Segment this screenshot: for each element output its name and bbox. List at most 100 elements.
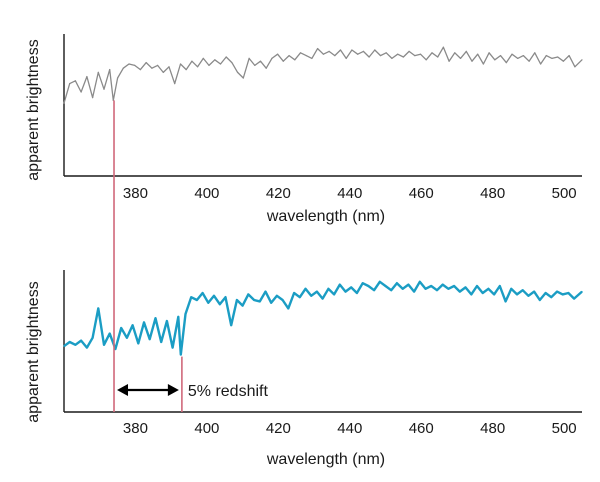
data-point: [74, 344, 76, 346]
data-point: [540, 63, 542, 65]
data-point: [168, 66, 170, 68]
data-point: [464, 286, 467, 288]
data-point: [208, 64, 210, 66]
data-point: [282, 299, 284, 301]
x-tick-label: 480: [480, 420, 505, 437]
data-point: [69, 341, 71, 343]
data-point: [154, 317, 157, 319]
data-point: [413, 291, 415, 293]
data-point: [253, 299, 255, 301]
data-point: [545, 55, 547, 57]
data-point: [174, 83, 176, 85]
data-point: [470, 293, 472, 295]
x-tick-label: 440: [337, 185, 362, 202]
data-point: [390, 289, 392, 291]
data-point: [219, 63, 222, 65]
data-point: [527, 295, 530, 297]
data-point: [562, 293, 564, 295]
redshift-annotation: 5% redshift: [117, 383, 268, 400]
x-tick-labels: 380 400 420 440 460 480 500: [123, 420, 577, 437]
x-tick-label: 400: [194, 185, 219, 202]
data-point: [368, 56, 370, 58]
data-point: [122, 67, 124, 69]
data-point: [237, 71, 239, 73]
data-point: [327, 288, 329, 290]
data-point: [402, 56, 404, 58]
data-point: [573, 298, 575, 300]
x-tick-label: 500: [552, 420, 577, 437]
data-point: [117, 77, 119, 79]
x-tick-label: 460: [409, 185, 434, 202]
data-point: [74, 80, 76, 82]
x-tick-label: 400: [194, 420, 219, 437]
data-point: [373, 289, 375, 291]
data-point: [534, 52, 536, 54]
data-point: [505, 62, 507, 64]
x-axis-label: wavelength (nm): [266, 208, 385, 225]
data-point: [103, 344, 105, 346]
data-point: [86, 347, 88, 349]
data-point: [402, 288, 404, 290]
data-point: [270, 302, 272, 304]
data-point: [288, 55, 290, 57]
data-point: [214, 59, 216, 61]
data-point: [442, 284, 444, 286]
data-point: [447, 288, 449, 290]
data-point: [379, 55, 382, 57]
data-point: [419, 281, 421, 283]
data-point: [242, 77, 244, 79]
data-point: [97, 71, 99, 73]
data-point: [424, 288, 427, 290]
data-point: [522, 289, 524, 291]
data-point: [350, 286, 352, 288]
data-point: [109, 69, 111, 71]
data-point: [322, 298, 324, 300]
x-tick-label: 460: [409, 420, 434, 437]
data-point: [259, 300, 261, 302]
data-point: [151, 67, 153, 69]
data-point: [139, 69, 141, 71]
data-point: [276, 295, 278, 297]
data-point: [293, 292, 295, 294]
data-point: [362, 282, 364, 284]
data-point: [334, 55, 336, 57]
x-axis-label: wavelength (nm): [266, 451, 385, 468]
data-point: [430, 285, 432, 287]
data-point: [247, 293, 249, 295]
data-point: [265, 67, 267, 69]
data-point: [197, 66, 199, 68]
data-point: [351, 49, 353, 51]
data-point: [179, 63, 182, 65]
data-point: [322, 53, 324, 55]
data-point: [397, 53, 399, 55]
x-tick-label: 440: [337, 420, 362, 437]
data-point: [499, 285, 501, 287]
data-point: [493, 293, 495, 295]
data-point: [63, 102, 65, 104]
data-point: [311, 57, 313, 60]
data-point: [196, 299, 198, 301]
data-point: [539, 299, 541, 301]
data-point: [190, 296, 192, 298]
data-point: [328, 50, 330, 53]
data-point: [459, 57, 462, 60]
data-point: [414, 55, 416, 57]
data-point: [180, 354, 182, 356]
x-tick-label: 420: [266, 420, 291, 437]
data-point: [436, 289, 438, 291]
data-point: [374, 49, 376, 51]
data-point: [562, 60, 565, 62]
data-point: [494, 59, 496, 61]
data-point: [299, 296, 301, 298]
data-point: [408, 50, 410, 53]
data-point: [149, 338, 151, 340]
data-point: [431, 52, 433, 54]
data-point: [230, 324, 232, 326]
data-point: [259, 60, 262, 62]
data-point: [454, 52, 456, 54]
data-point: [248, 57, 250, 60]
spectrum-panel-bottom: apparent brightness 380 400 420 440 460 480 50…: [25, 270, 583, 468]
data-point: [143, 321, 145, 323]
data-point: [92, 97, 94, 99]
data-point: [339, 284, 341, 286]
